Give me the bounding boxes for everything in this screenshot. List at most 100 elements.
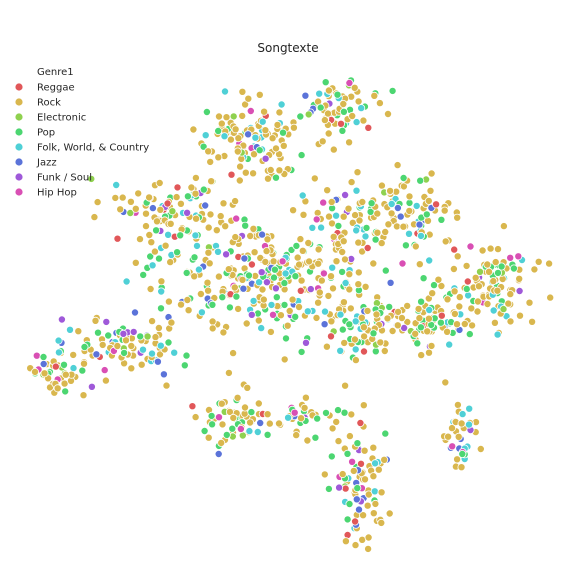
- scatter-point: [231, 197, 240, 206]
- scatter-point: [359, 347, 368, 356]
- scatter-point: [339, 298, 348, 307]
- scatter-point: [137, 360, 146, 369]
- scatter-point: [246, 107, 255, 116]
- scatter-point: [259, 295, 268, 304]
- scatter-point: [244, 130, 253, 139]
- scatter-point: [120, 348, 129, 357]
- scatter-point: [180, 361, 189, 370]
- scatter-point: [324, 86, 333, 95]
- scatter-point: [436, 318, 445, 327]
- scatter-point: [381, 227, 390, 236]
- scatter-point: [249, 296, 258, 305]
- scatter-point: [338, 470, 347, 479]
- scatter-point: [69, 350, 78, 359]
- scatter-point: [343, 449, 352, 458]
- scatter-point: [320, 307, 329, 316]
- scatter-point: [262, 278, 271, 287]
- scatter-point: [204, 223, 213, 232]
- scatter-point: [320, 320, 329, 329]
- scatter-point: [214, 112, 223, 121]
- scatter-points: [26, 75, 555, 553]
- scatter-point: [231, 233, 240, 242]
- scatter-point: [310, 174, 319, 183]
- scatter-point: [506, 317, 515, 326]
- scatter-point: [183, 208, 192, 217]
- scatter-point: [457, 419, 466, 428]
- scatter-point: [40, 369, 49, 378]
- scatter-point: [281, 334, 290, 343]
- scatter-point: [295, 260, 304, 269]
- scatter-point: [318, 137, 327, 146]
- scatter-point: [285, 306, 294, 315]
- scatter-point: [415, 220, 424, 229]
- scatter-point: [190, 272, 199, 281]
- scatter-point: [227, 170, 236, 179]
- scatter-point: [352, 186, 361, 195]
- scatter-point: [352, 226, 361, 235]
- scatter-point: [332, 211, 341, 220]
- scatter-point: [326, 272, 335, 281]
- scatter-point: [167, 318, 176, 327]
- scatter-point: [333, 406, 342, 415]
- scatter-point: [375, 99, 384, 108]
- scatter-point: [156, 341, 165, 350]
- scatter-point: [411, 242, 420, 251]
- scatter-point: [226, 135, 235, 144]
- scatter-point: [385, 302, 394, 311]
- scatter-point: [284, 413, 293, 422]
- scatter-point: [363, 306, 372, 315]
- scatter-point: [360, 475, 369, 484]
- scatter-point: [113, 341, 122, 350]
- scatter-point: [447, 424, 456, 433]
- scatter-point: [266, 327, 275, 336]
- scatter-point: [476, 444, 485, 453]
- scatter-point: [201, 201, 210, 210]
- scatter-point: [260, 107, 269, 116]
- scatter-point: [157, 277, 166, 286]
- scatter-point: [346, 304, 355, 313]
- scatter-point: [247, 310, 256, 319]
- scatter-point: [493, 268, 502, 277]
- scatter-point: [51, 362, 60, 371]
- scatter-point: [263, 410, 272, 419]
- scatter-point: [336, 346, 345, 355]
- scatter-point: [255, 90, 264, 99]
- scatter-point: [362, 223, 371, 232]
- scatter-point: [341, 537, 350, 546]
- scatter-point: [102, 317, 111, 326]
- scatter-point: [428, 289, 437, 298]
- scatter-point: [251, 133, 260, 142]
- scatter-point: [205, 259, 214, 268]
- scatter-point: [341, 190, 350, 199]
- scatter-point: [412, 201, 421, 210]
- scatter-point: [371, 459, 380, 468]
- scatter-point: [345, 79, 354, 88]
- scatter-point: [493, 330, 502, 339]
- scatter-point: [183, 295, 192, 304]
- scatter-point: [256, 418, 265, 427]
- scatter-point: [257, 268, 266, 277]
- scatter-point: [206, 210, 215, 219]
- scatter-point: [222, 430, 231, 439]
- scatter-point: [279, 141, 288, 150]
- scatter-point: [324, 129, 333, 138]
- scatter-point: [80, 359, 89, 368]
- scatter-point: [162, 381, 171, 390]
- scatter-point: [462, 261, 471, 270]
- scatter-point: [416, 176, 425, 185]
- scatter-point: [298, 191, 307, 200]
- scatter-point: [348, 457, 357, 466]
- scatter-point: [343, 515, 352, 524]
- scatter-point: [66, 325, 75, 334]
- scatter-point: [145, 230, 154, 239]
- scatter-point: [207, 411, 216, 420]
- scatter-point: [189, 125, 198, 134]
- scatter-point: [297, 347, 306, 356]
- scatter-point: [329, 145, 338, 154]
- scatter-point: [148, 261, 157, 270]
- scatter-point: [46, 383, 55, 392]
- scatter-point: [424, 314, 433, 323]
- scatter-point: [493, 286, 502, 295]
- scatter-point: [377, 518, 386, 527]
- scatter-point: [297, 414, 306, 423]
